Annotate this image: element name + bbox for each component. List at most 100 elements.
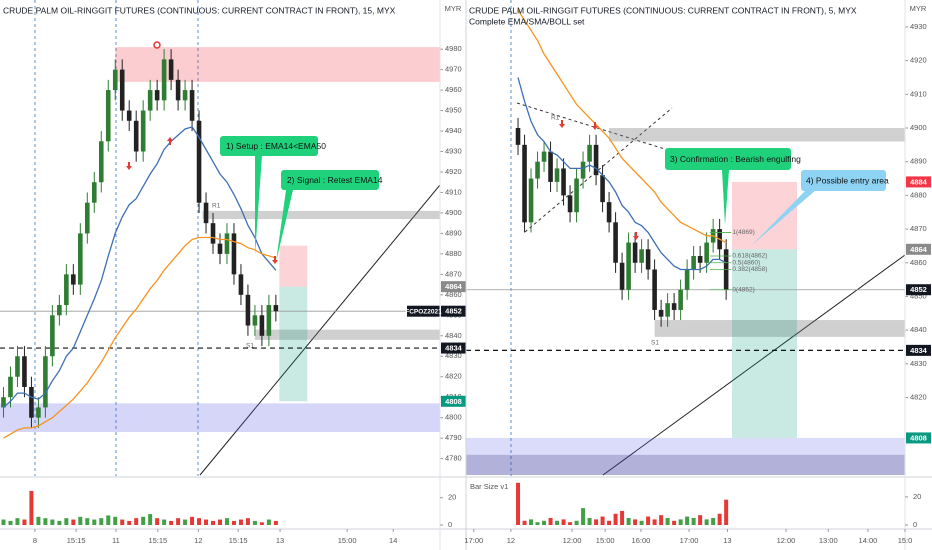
candle-body xyxy=(613,222,618,263)
volume-bar xyxy=(691,517,696,525)
y-tick-label: 4840 xyxy=(910,325,927,334)
volume-bar xyxy=(15,518,20,525)
candle-body xyxy=(697,256,703,263)
currency: MYR xyxy=(445,4,462,13)
callout xyxy=(665,148,791,170)
y-tick-label: 4910 xyxy=(445,187,462,196)
callout-text: 4) Possible entry area xyxy=(806,175,889,185)
volume-bar xyxy=(176,518,181,525)
candle-body xyxy=(658,309,664,317)
volume-bar xyxy=(581,508,586,525)
y-tick-label: 4930 xyxy=(445,146,462,155)
volume-bar xyxy=(273,520,278,525)
price-badge xyxy=(441,281,466,293)
volume-bar xyxy=(85,518,90,525)
marker xyxy=(153,41,161,49)
volume-bar xyxy=(64,518,69,525)
price-badge-label: 4864 xyxy=(910,245,928,254)
fib-label: 0(4852) xyxy=(732,286,754,293)
x-tick-label: 8 xyxy=(33,536,37,545)
zone xyxy=(609,128,905,142)
volume-bar xyxy=(50,519,55,525)
volume-bar xyxy=(22,519,27,525)
callout-text: 3) Confirmation : Bearish engulfing xyxy=(670,154,801,164)
candle-body xyxy=(168,59,174,80)
y-tick-label: 4840 xyxy=(445,331,462,340)
volume-bar xyxy=(672,520,677,525)
fib-label: 1(4869) xyxy=(732,229,754,236)
y-tick-label: 4890 xyxy=(910,157,927,166)
price-badge-label: 4864 xyxy=(445,282,463,291)
zone xyxy=(654,320,905,337)
candle-body xyxy=(593,144,599,176)
x-tick-label: 12 xyxy=(507,536,515,545)
candle-body xyxy=(98,141,104,183)
candle-body xyxy=(105,90,111,142)
candle-body xyxy=(119,69,125,111)
volume-bar xyxy=(724,499,729,525)
y-tick-label: 4820 xyxy=(445,372,462,381)
volume-bar xyxy=(685,516,690,525)
y-tick-label: 4780 xyxy=(445,454,462,463)
price-badge xyxy=(441,342,466,354)
y-tick-label: 4870 xyxy=(910,224,927,233)
volume-bar xyxy=(607,520,612,525)
y-tick-label: 4880 xyxy=(910,190,927,199)
x-tick-label: 12 xyxy=(194,536,202,545)
volume-bar xyxy=(633,519,638,525)
arrow xyxy=(592,122,598,130)
overlay: 1) Setup : EMA14<EMA50 2) Signal : Retes… xyxy=(126,41,889,350)
y-tick-label: 4980 xyxy=(445,44,462,53)
fib-label: 0.5(4860) xyxy=(732,259,760,266)
volume-bar xyxy=(99,518,104,525)
volume-bar xyxy=(529,519,534,525)
y-tick-label: 4820 xyxy=(910,393,927,402)
candle-body xyxy=(645,249,651,270)
volume-bar xyxy=(678,519,683,525)
chart-title: CRUDE PALM OIL-RINGGIT FUTURES (CONTINUO… xyxy=(3,5,396,15)
y-tick-label: 4880 xyxy=(445,249,462,258)
candle-body xyxy=(600,175,605,203)
volume-tick-label: 0 xyxy=(448,520,452,529)
callout-text: 1) Setup : EMA14<EMA50 xyxy=(226,141,326,151)
volume-bar xyxy=(245,518,250,525)
volume-bar xyxy=(29,490,34,525)
x-tick-label: 15:00 xyxy=(596,536,615,545)
ema-line xyxy=(517,77,727,271)
y-tick-label: 4950 xyxy=(445,106,462,115)
candle-body xyxy=(57,305,62,316)
volume-bar xyxy=(238,519,243,525)
y-tick-label: 4910 xyxy=(910,89,927,98)
volume-bar xyxy=(652,519,657,525)
candle-body xyxy=(91,182,97,203)
candle-body xyxy=(567,195,573,213)
trendline xyxy=(199,184,440,476)
level-label: S1 xyxy=(246,343,254,350)
volume-bar xyxy=(92,519,97,525)
x-tick-label: 13 xyxy=(276,536,284,545)
volume-bar xyxy=(659,515,664,525)
x-tick-label: 11 xyxy=(112,536,120,545)
candle-body xyxy=(606,202,612,223)
volume-bar xyxy=(183,519,188,525)
volume-bar xyxy=(646,516,651,525)
volume-bar xyxy=(148,514,153,525)
volume-bar xyxy=(717,513,722,525)
y-tick-label: 4800 xyxy=(445,413,462,422)
volume-bar xyxy=(141,516,146,525)
candle-body xyxy=(678,289,683,310)
candle-body xyxy=(548,151,553,182)
volume-bar xyxy=(711,517,716,525)
fib-label: 0.618(4862) xyxy=(732,253,767,260)
candle-body xyxy=(15,356,20,377)
candle-body xyxy=(704,242,709,263)
candle-body xyxy=(1,397,6,408)
y-tick-label: 4830 xyxy=(445,351,462,360)
volume-bar xyxy=(57,520,62,525)
x-tick-label: 13:00 xyxy=(819,536,838,545)
callout-tail xyxy=(722,170,729,225)
symbol-badge-label: FCPOZ2021 xyxy=(405,308,442,315)
chart-subtitle: Complete EMA/SMA/BOLL set xyxy=(469,16,585,26)
volume-bar xyxy=(224,518,229,525)
candle-body xyxy=(189,90,195,121)
